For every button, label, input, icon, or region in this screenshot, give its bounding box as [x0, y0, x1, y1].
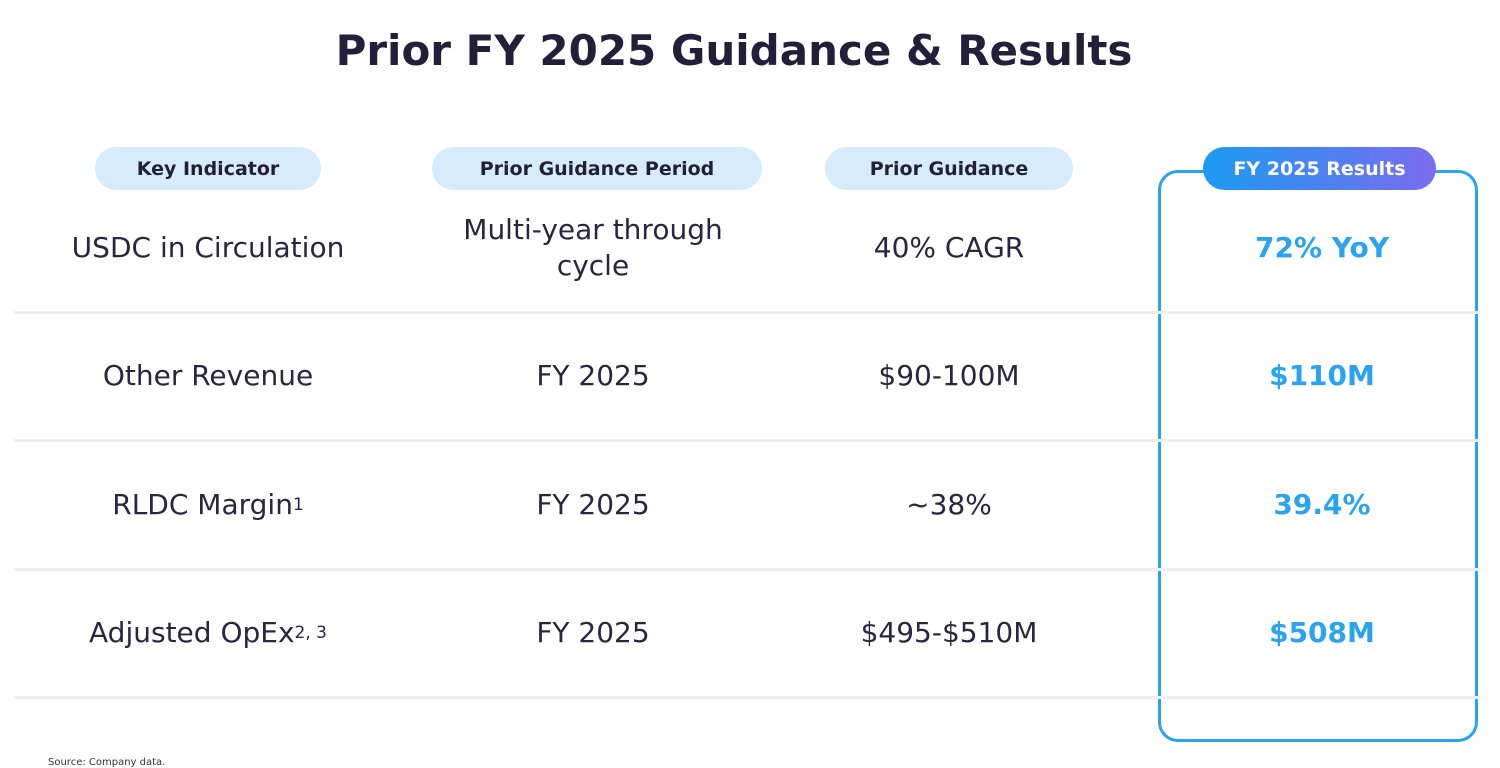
footnote-marker: 1: [292, 494, 304, 515]
column-header: Prior Guidance: [825, 147, 1073, 190]
row-separator: [14, 695, 1480, 699]
column-header: FY 2025 Results: [1203, 147, 1436, 190]
cell-value: $495-$510M: [860, 615, 1038, 649]
cell-value: 40% CAGR: [873, 231, 1025, 264]
row-separator: [14, 439, 1480, 443]
footnote-marker: 2, 3: [294, 622, 327, 643]
row-label: USDC in Circulation: [71, 231, 345, 264]
cell-value: FY 2025: [536, 487, 650, 521]
row-label: RLDC Margin 1: [18, 455, 398, 555]
page-title: Prior FY 2025 Guidance & Results: [335, 26, 1133, 75]
row-separator: [14, 567, 1480, 571]
result-value: 72% YoY: [1255, 231, 1389, 264]
cell-value: FY 2025: [536, 615, 650, 649]
result-value: 39.4%: [1273, 487, 1371, 521]
row-label: Other Revenue: [102, 359, 314, 393]
row-label-text: RLDC Margin: [112, 487, 293, 521]
cell-value: Multi-year through cycle: [463, 213, 723, 282]
cell-value: FY 2025: [536, 359, 650, 393]
cell-value: ~38%: [906, 487, 992, 521]
row-label-text: Adjusted OpEx: [89, 615, 295, 649]
result-value: $110M: [1269, 359, 1375, 393]
result-value: $508M: [1269, 615, 1375, 649]
cell-value: $90-100M: [878, 359, 1020, 393]
source-note: Source: Company data.: [48, 757, 166, 768]
column-header: Prior Guidance Period: [432, 147, 762, 190]
column-header: Key Indicator: [95, 147, 321, 190]
row-separator: [14, 311, 1480, 314]
row-label: Adjusted OpEx 2, 3: [18, 583, 398, 683]
